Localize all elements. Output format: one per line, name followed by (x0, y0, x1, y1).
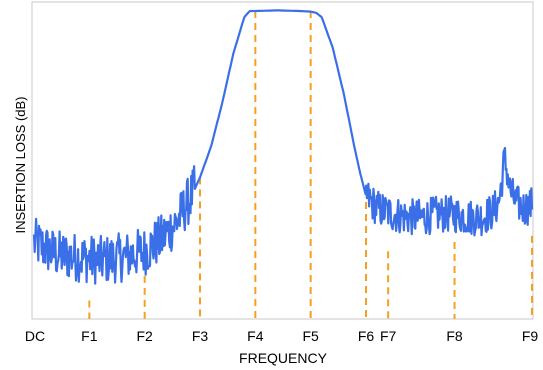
x-tick-label: F2 (136, 328, 153, 344)
x-tick-label: F4 (247, 328, 264, 344)
y-axis-label: INSERTION LOSS (dB) (13, 96, 28, 233)
x-tick-label: F6 (358, 328, 375, 344)
x-axis-label: FREQUENCY (239, 350, 328, 366)
x-tick-label: F5 (302, 328, 319, 344)
x-tick-label: F7 (380, 328, 397, 344)
series-group (32, 9, 534, 285)
x-tick-label: F3 (192, 328, 209, 344)
x-tick-labels: DC F1 F2 F3 F4 F5 F6 F7 F8 F9 (25, 328, 538, 344)
x-tick-label: F1 (81, 328, 98, 344)
x-tick-label: F9 (522, 328, 539, 344)
frequency-marker-lines (88, 11, 533, 319)
x-tick-label: F8 (446, 328, 463, 344)
x-tick-label: DC (25, 328, 45, 344)
series-line-1 (32, 9, 534, 285)
